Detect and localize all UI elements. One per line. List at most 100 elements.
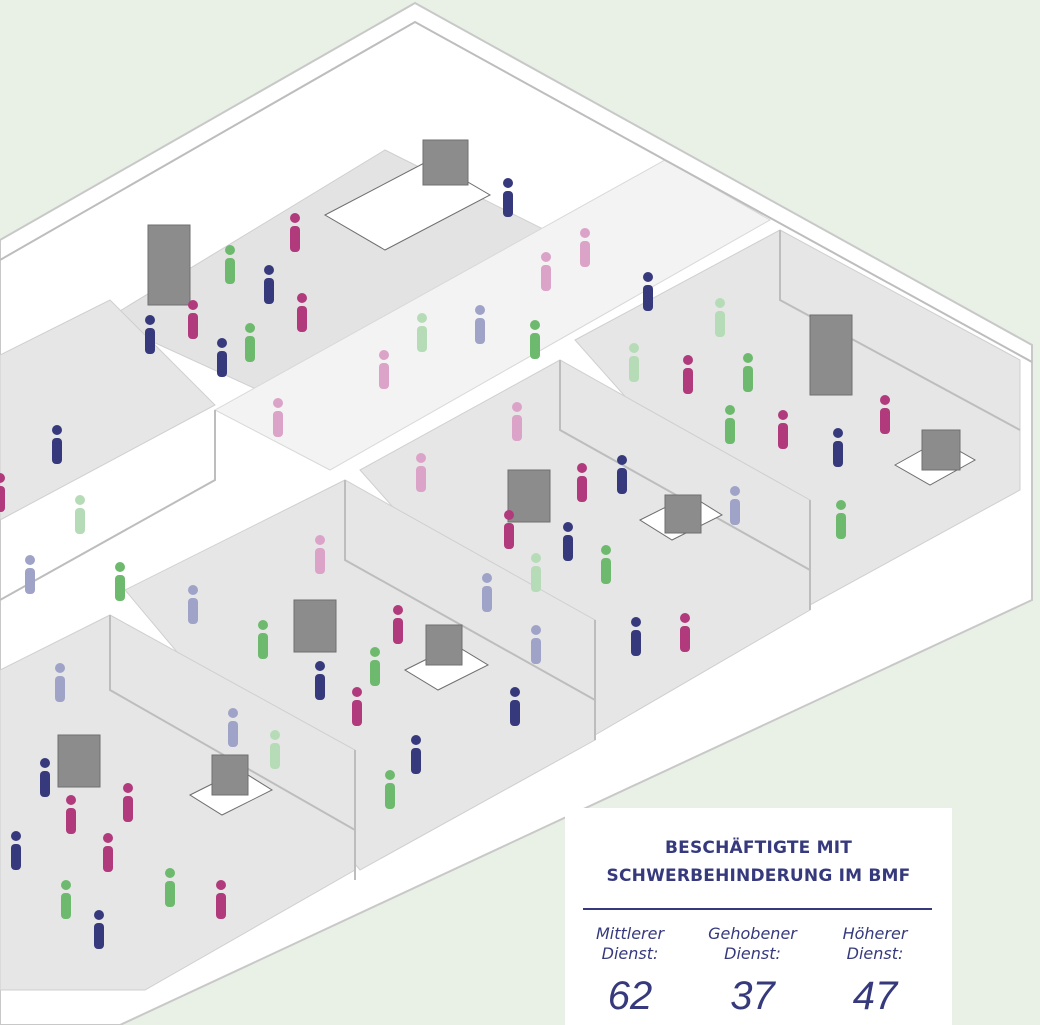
- stat-label: Gehobener Dienst:: [698, 924, 808, 964]
- person: [503, 178, 513, 217]
- drawer: [508, 470, 550, 522]
- page: html, body { margin: 0; padding: 0; } bo…: [0, 0, 1040, 1025]
- person-body: [411, 748, 421, 774]
- person: [290, 213, 300, 252]
- person-head: [352, 687, 362, 697]
- person-body: [617, 468, 627, 494]
- person-body: [273, 411, 283, 437]
- person: [531, 625, 541, 664]
- person-head: [264, 265, 274, 275]
- person-head: [643, 272, 653, 282]
- person-body: [258, 633, 268, 659]
- person: [258, 620, 268, 659]
- person: [833, 428, 843, 467]
- page-body: {"card": {"title_lines": ["BESCHÄFTIGTE …: [0, 0, 1040, 1025]
- person-head: [258, 620, 268, 630]
- person: [94, 910, 104, 949]
- person: [115, 562, 125, 601]
- person-body: [531, 638, 541, 664]
- person-body: [297, 306, 307, 332]
- monitor: [922, 430, 960, 470]
- person-body: [629, 356, 639, 382]
- person-body: [145, 328, 155, 354]
- person-body: [580, 241, 590, 267]
- stat-value: 37: [698, 970, 808, 1022]
- person-head: [531, 553, 541, 563]
- person-head: [503, 178, 513, 188]
- person-body: [0, 486, 5, 512]
- person-body: [482, 586, 492, 612]
- person-body: [730, 499, 740, 525]
- person-head: [531, 625, 541, 635]
- person-body: [379, 363, 389, 389]
- person: [165, 868, 175, 907]
- stat-value: 47: [820, 970, 930, 1022]
- person-body: [643, 285, 653, 311]
- person: [643, 272, 653, 311]
- person-body: [601, 558, 611, 584]
- person-head: [743, 353, 753, 363]
- person: [270, 730, 280, 769]
- person-body: [743, 366, 753, 392]
- person-body: [94, 923, 104, 949]
- person-head: [270, 730, 280, 740]
- person-body: [25, 568, 35, 594]
- person-body: [530, 333, 540, 359]
- person: [217, 338, 227, 377]
- person: [510, 687, 520, 726]
- monitor: [426, 625, 462, 665]
- person-head: [61, 880, 71, 890]
- person: [743, 353, 753, 392]
- person-head: [475, 305, 485, 315]
- person-head: [510, 687, 520, 697]
- person-head: [379, 350, 389, 360]
- person-body: [123, 796, 133, 822]
- person-body: [228, 721, 238, 747]
- person-body: [778, 423, 788, 449]
- person-head: [629, 343, 639, 353]
- person: [629, 343, 639, 382]
- person-body: [504, 523, 514, 549]
- person: [580, 228, 590, 267]
- person-head: [188, 300, 198, 310]
- person-head: [725, 405, 735, 415]
- cabinet: [810, 315, 852, 395]
- person-body: [40, 771, 50, 797]
- person-body: [725, 418, 735, 444]
- stat-value: 62: [575, 970, 685, 1022]
- person-head: [66, 795, 76, 805]
- person-head: [530, 320, 540, 330]
- person-head: [631, 617, 641, 627]
- person: [385, 770, 395, 809]
- card-title: BESCHÄFTIGTE MIT SCHWERBEHINDERUNG IM BM…: [565, 834, 952, 890]
- person-body: [352, 700, 362, 726]
- person: [778, 410, 788, 449]
- person: [273, 398, 283, 437]
- person-body: [715, 311, 725, 337]
- stat: Höherer Dienst: 47: [820, 924, 930, 1022]
- person-head: [512, 402, 522, 412]
- person-head: [416, 453, 426, 463]
- person-head: [228, 708, 238, 718]
- person-body: [370, 660, 380, 686]
- person-head: [393, 605, 403, 615]
- person: [55, 663, 65, 702]
- person-body: [188, 313, 198, 339]
- person: [297, 293, 307, 332]
- person-head: [315, 535, 325, 545]
- person-head: [680, 613, 690, 623]
- person: [577, 463, 587, 502]
- person-head: [541, 252, 551, 262]
- person-head: [617, 455, 627, 465]
- drawer: [294, 600, 336, 652]
- person-head: [217, 338, 227, 348]
- person: [40, 758, 50, 797]
- person: [617, 455, 627, 494]
- person: [103, 833, 113, 872]
- person-body: [563, 535, 573, 561]
- person: [411, 735, 421, 774]
- person-head: [778, 410, 788, 420]
- stats-card: BESCHÄFTIGTE MIT SCHWERBEHINDERUNG IM BM…: [565, 808, 952, 1025]
- person: [25, 555, 35, 594]
- person-body: [393, 618, 403, 644]
